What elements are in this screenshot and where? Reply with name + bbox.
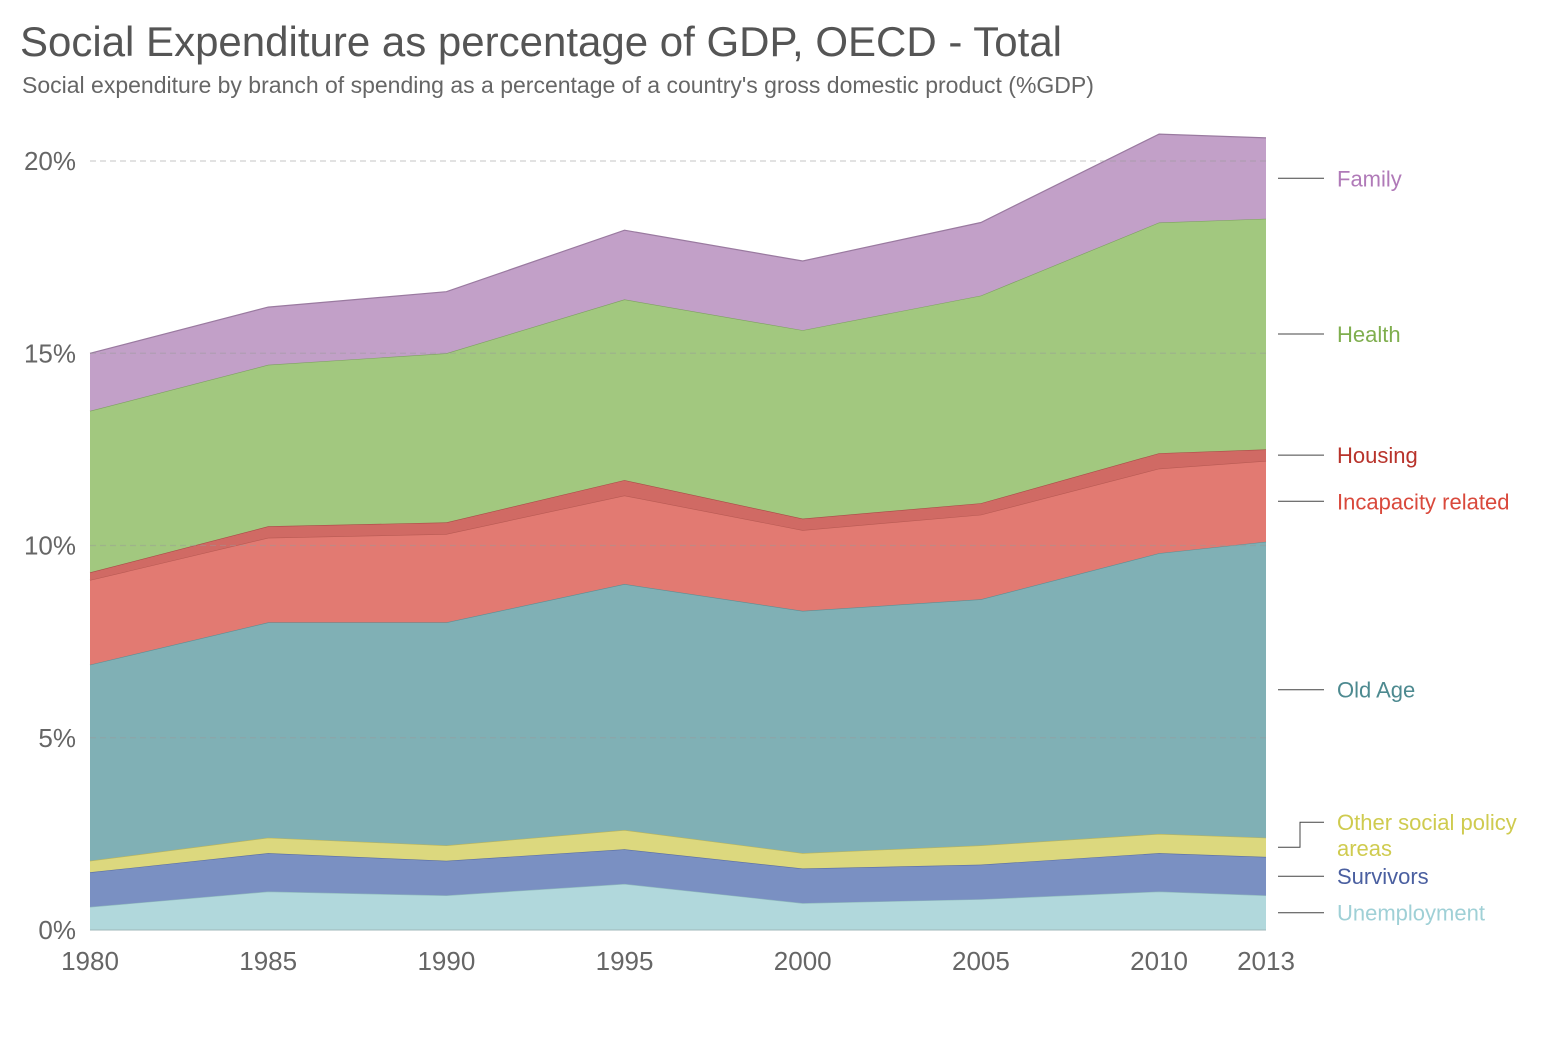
area-incapacity-related — [90, 460, 1266, 665]
area-unemployment — [90, 883, 1266, 930]
area-line-family — [89, 133, 1267, 354]
x-tick-label: 1990 — [417, 946, 475, 976]
area-health — [90, 218, 1266, 573]
y-tick-label: 5% — [38, 723, 76, 753]
x-tick-label: 2005 — [952, 946, 1010, 976]
y-tick-label: 15% — [24, 338, 76, 368]
y-axis: 0% 5% 10% 15% 20% — [24, 146, 76, 945]
legend-label-family: Family — [1337, 166, 1402, 191]
area-layer — [89, 133, 1267, 931]
legend-label-incapacity-related: Incapacity related — [1337, 489, 1509, 514]
area-survivors — [90, 849, 1266, 907]
x-tick-label: 1985 — [239, 946, 297, 976]
x-tick-label: 2000 — [774, 946, 832, 976]
x-tick-label: 2010 — [1130, 946, 1188, 976]
x-tick-label: 1980 — [61, 946, 119, 976]
x-tick-label: 1995 — [596, 946, 654, 976]
legend-label-other-social-policy-areas: Other social policy areas — [1337, 810, 1517, 861]
area-family — [90, 134, 1266, 411]
x-axis: 1980 1985 1990 1995 2000 2005 2010 2013 — [61, 946, 1295, 976]
y-tick-label: 20% — [24, 146, 76, 176]
legend-connector-other-social-policy-areas — [1278, 821, 1324, 848]
gridlines — [90, 160, 1266, 739]
legend-label-survivors: Survivors — [1337, 864, 1429, 889]
area-old-age — [90, 541, 1266, 861]
legend-label-unemployment: Unemployment — [1337, 901, 1485, 926]
legend-label-health: Health — [1337, 322, 1401, 347]
chart-title: Social Expenditure as percentage of GDP,… — [20, 18, 1063, 65]
legend-label-old-age: Old Age — [1337, 678, 1415, 703]
area-housing — [90, 449, 1266, 581]
chart-subtitle: Social expenditure by branch of spending… — [22, 72, 1094, 98]
y-tick-label: 10% — [24, 531, 76, 561]
legend: Unemployment Survivors Other social policy… — [1278, 166, 1517, 926]
area-other-social-policy-areas — [90, 830, 1266, 873]
area-line-survivors — [89, 848, 1267, 873]
x-tick-label: 2013 — [1237, 946, 1295, 976]
legend-label-housing: Housing — [1337, 443, 1418, 468]
y-tick-label: 0% — [38, 915, 76, 945]
